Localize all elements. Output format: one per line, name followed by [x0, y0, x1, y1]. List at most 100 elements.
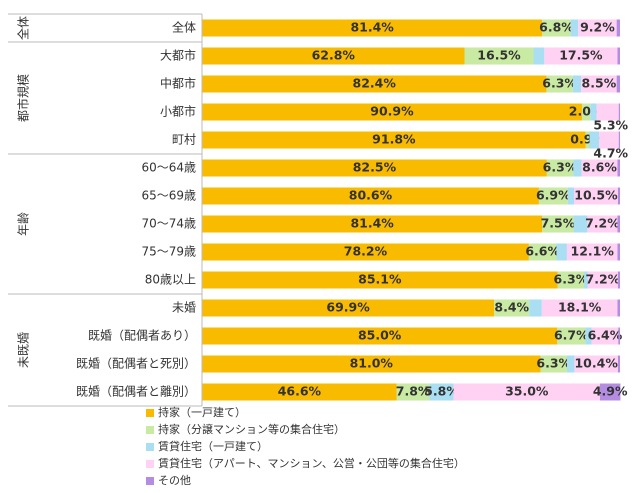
bar-segment — [581, 103, 591, 121]
bar-segment — [540, 355, 567, 373]
bar-segment — [202, 383, 397, 401]
bar-segment — [542, 215, 574, 233]
bar-segment — [202, 75, 547, 93]
bar-segment — [617, 159, 620, 177]
bar-segment — [202, 355, 541, 373]
value-label: 6.6% — [525, 244, 560, 259]
bar-segment — [557, 327, 586, 345]
category-label: 既婚（配偶者と死別） — [76, 357, 196, 371]
value-label: 8.6% — [582, 160, 617, 175]
group-label: 未既婚 — [17, 332, 31, 368]
bar-segment — [429, 383, 454, 401]
bar-segment — [617, 47, 620, 65]
value-label: 7.2% — [586, 272, 621, 287]
bar-segment — [616, 19, 620, 37]
value-label: 5.8% — [424, 384, 459, 399]
value-label: 78.2% — [344, 244, 388, 259]
category-label: 60～64歳 — [141, 161, 196, 175]
bar-segment — [567, 187, 575, 205]
value-label: 85.0% — [358, 328, 402, 343]
bar-segment — [202, 243, 529, 261]
category-label: 未婚 — [172, 301, 196, 315]
bar-segment — [202, 47, 465, 65]
legend-swatch — [146, 409, 154, 417]
legend-swatch — [146, 443, 154, 451]
bar-segment — [202, 299, 495, 317]
value-label: 69.9% — [326, 300, 370, 315]
value-label: 12.1% — [571, 244, 615, 259]
bar-segment — [566, 355, 575, 373]
value-label: 35.0% — [505, 384, 549, 399]
legend-label: 持家（分譲マンション等の集合住宅） — [158, 422, 345, 436]
value-label: 7.2% — [585, 216, 620, 231]
bar-segment — [202, 327, 558, 345]
bar-segment — [591, 327, 619, 345]
value-label: 81.4% — [350, 216, 394, 231]
category-label: 既婚（配偶者あり） — [88, 329, 196, 343]
legend-label: 賃貸住宅（一戸建て） — [158, 439, 268, 453]
bar-segment — [599, 131, 619, 149]
value-label: 46.6% — [278, 384, 322, 399]
value-label: 5.3% — [593, 118, 628, 133]
value-label: 6.3% — [542, 76, 577, 91]
value-label: 81.0% — [350, 356, 394, 371]
bar-segment — [556, 243, 567, 261]
bar-segment — [585, 327, 592, 345]
bar-segment — [546, 75, 573, 93]
bar-segment — [617, 299, 620, 317]
value-label: 10.4% — [574, 356, 618, 371]
bar-segment — [529, 299, 542, 317]
category-label: 65～69歳 — [141, 189, 196, 203]
bar-segment — [494, 299, 530, 317]
bar-segment — [566, 243, 618, 261]
bar-segment — [202, 103, 582, 121]
value-label: 7.8% — [396, 384, 431, 399]
category-label: 75～79歳 — [141, 245, 196, 259]
bar-segment — [618, 327, 620, 345]
value-label: 6.4% — [588, 328, 623, 343]
value-label: 8.5% — [582, 76, 617, 91]
value-label: 6.9% — [536, 188, 571, 203]
bar-segment — [617, 355, 620, 373]
bar-segment — [396, 383, 430, 401]
bar-segment — [538, 187, 568, 205]
bar-segment — [581, 159, 618, 177]
value-label: 85.1% — [358, 272, 402, 287]
legend-label: 持家（一戸建て） — [158, 405, 246, 419]
category-label: 大都市 — [160, 48, 196, 63]
bar-segment — [618, 103, 620, 121]
value-label: 6.8% — [539, 20, 574, 35]
bar-segment — [589, 131, 600, 149]
bar-segment — [590, 103, 597, 121]
bar-segment — [574, 355, 618, 373]
bar-segment — [618, 131, 620, 149]
value-label: 82.5% — [353, 160, 397, 175]
value-label: 91.8% — [372, 132, 416, 147]
bar-segment — [617, 187, 620, 205]
category-label: 既婚（配偶者と離別） — [76, 385, 196, 399]
value-label: 18.1% — [558, 300, 602, 315]
value-label: 17.5% — [559, 48, 603, 63]
bar-segment — [546, 159, 574, 177]
bar-segment — [599, 383, 621, 401]
legend-label: その他 — [158, 474, 191, 487]
bar-segment — [587, 271, 618, 289]
category-label: 80歳以上 — [145, 273, 196, 287]
bar-segment — [528, 243, 557, 261]
legend-swatch — [146, 460, 154, 468]
bar-segment — [617, 271, 620, 289]
bar-segment — [584, 271, 588, 289]
value-label: 4.9% — [593, 384, 628, 399]
value-label: 81.4% — [350, 20, 394, 35]
bar-segment — [533, 47, 545, 65]
bar-segment — [581, 75, 617, 93]
group-label: 都市規模 — [16, 74, 31, 122]
bar-segment — [557, 271, 585, 289]
value-label: 62.8% — [312, 48, 356, 63]
bar-segment — [453, 383, 600, 401]
value-label: 10.5% — [574, 188, 618, 203]
value-label: 9.2% — [580, 20, 615, 35]
bar-segment — [464, 47, 534, 65]
value-label: 8.4% — [494, 300, 529, 315]
bar-segment — [596, 103, 619, 121]
